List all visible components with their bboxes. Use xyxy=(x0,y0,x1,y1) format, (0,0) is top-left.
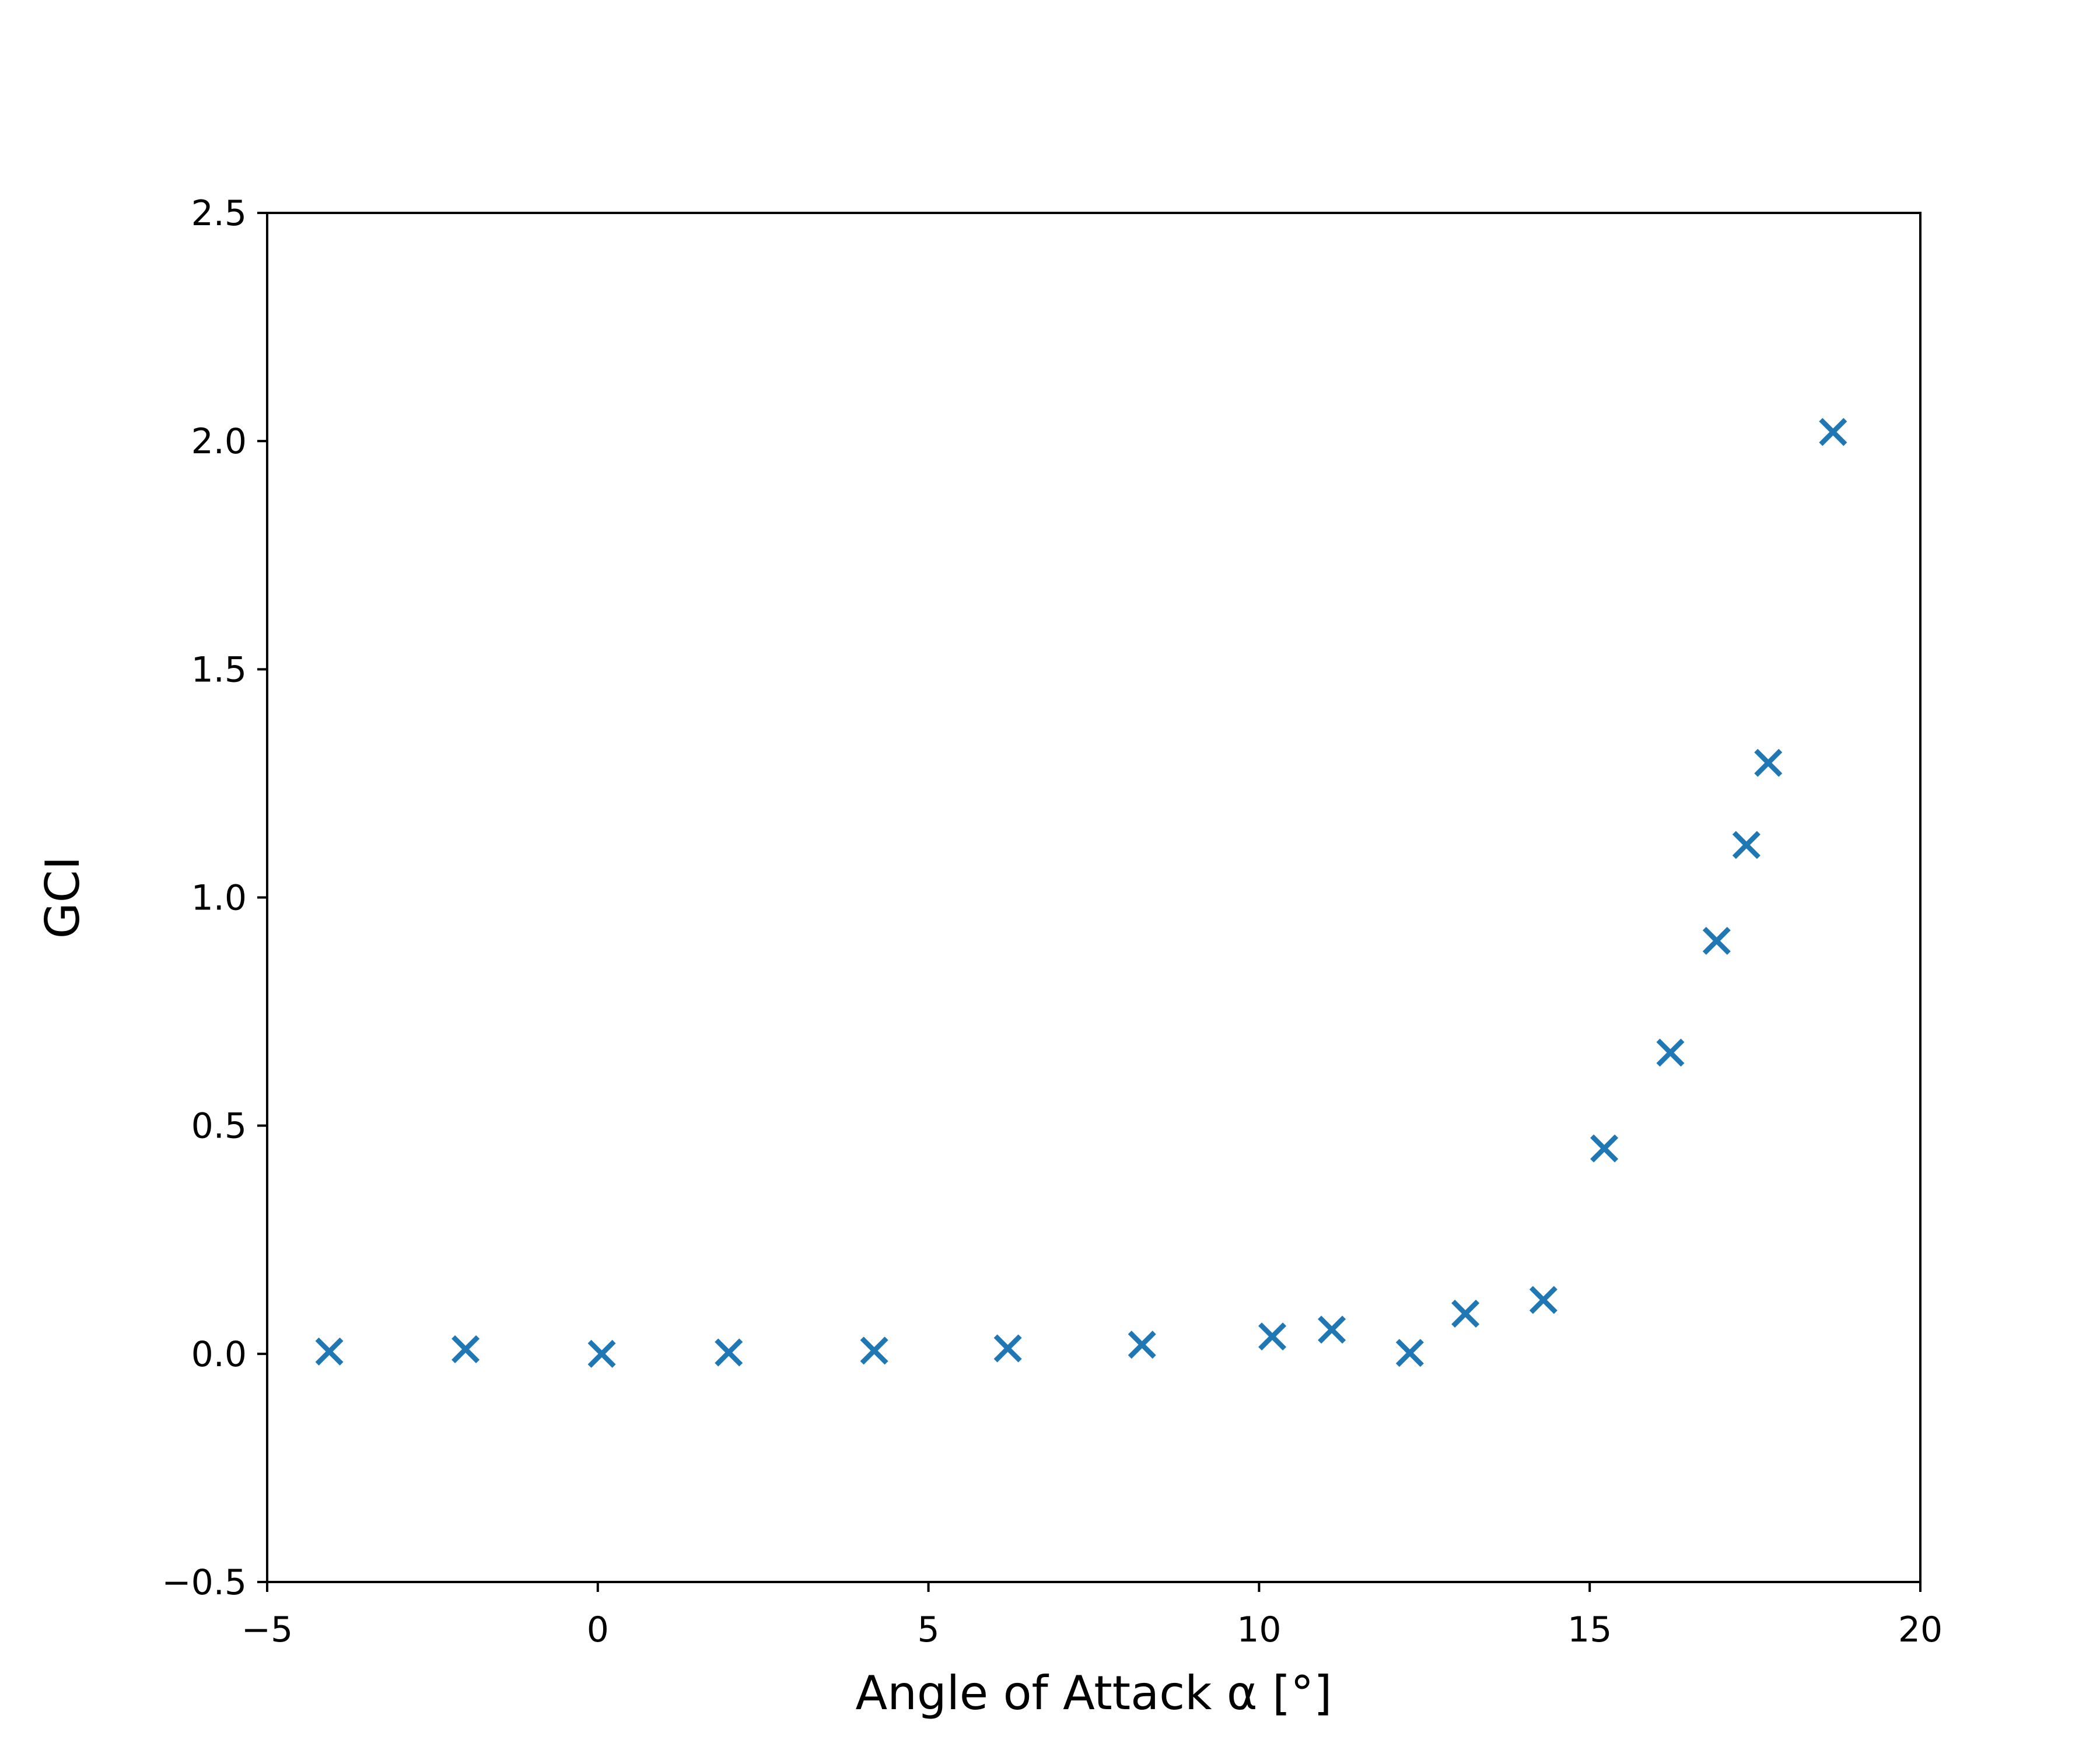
data-point-stroke xyxy=(1656,1038,1685,1067)
data-point xyxy=(1529,1286,1558,1314)
y-tick-label: 2.5 xyxy=(191,193,247,234)
data-point-stroke xyxy=(1819,418,1847,446)
y-tick-label: 1.0 xyxy=(191,878,247,919)
data-point xyxy=(1395,1339,1424,1367)
data-point-stroke xyxy=(860,1336,888,1365)
y-tick-label: 0.0 xyxy=(191,1334,247,1375)
x-axis-label: Angle of Attack α [°] xyxy=(855,1666,1332,1720)
x-tick-label: 20 xyxy=(1898,1609,1943,1650)
data-point-stroke xyxy=(1732,831,1760,859)
x-axis: −5 0 5 10 15 20 xyxy=(242,1582,1943,1650)
data-point xyxy=(1754,748,1783,777)
x-tick-label: 10 xyxy=(1237,1609,1281,1650)
y-tick-label: 2.0 xyxy=(191,421,247,462)
data-point xyxy=(1451,1299,1480,1328)
data-point xyxy=(1318,1315,1346,1344)
data-point xyxy=(993,1334,1022,1363)
y-tick-label: −0.5 xyxy=(162,1562,247,1603)
data-point-stroke xyxy=(587,1339,616,1368)
data-point xyxy=(1702,926,1731,955)
data-point xyxy=(315,1337,344,1366)
data-point-stroke xyxy=(315,1337,344,1366)
data-point xyxy=(1590,1134,1619,1163)
data-point xyxy=(1732,831,1760,859)
data-point xyxy=(452,1335,480,1364)
y-axis: −0.5 0.0 0.5 1.0 1.5 2.0 2.5 xyxy=(162,193,267,1603)
data-point xyxy=(860,1336,888,1365)
y-tick-label: 1.5 xyxy=(191,649,247,690)
data-point xyxy=(1258,1322,1287,1351)
data-point xyxy=(1656,1038,1685,1067)
data-series xyxy=(315,418,1847,1368)
data-point xyxy=(1819,418,1847,446)
x-tick-label: 0 xyxy=(587,1609,609,1650)
data-point xyxy=(1128,1331,1156,1359)
data-point-stroke xyxy=(1395,1339,1424,1367)
data-point-stroke xyxy=(1529,1286,1558,1314)
y-axis-label: GCI xyxy=(36,856,90,939)
x-tick-label: 15 xyxy=(1567,1609,1612,1650)
data-point-stroke xyxy=(1128,1331,1156,1359)
data-point-stroke xyxy=(993,1334,1022,1363)
data-point-stroke xyxy=(1258,1322,1287,1351)
data-point-stroke xyxy=(1318,1315,1346,1344)
data-point-stroke xyxy=(1702,926,1731,955)
data-point-stroke xyxy=(715,1338,743,1367)
y-tick-label: 0.5 xyxy=(191,1106,247,1147)
data-point-stroke xyxy=(1451,1299,1480,1328)
x-tick-label: 5 xyxy=(918,1609,940,1650)
data-point xyxy=(587,1339,616,1368)
data-point-stroke xyxy=(1590,1134,1619,1163)
data-point-stroke xyxy=(1754,748,1783,777)
data-point xyxy=(715,1338,743,1367)
data-point-stroke xyxy=(452,1335,480,1364)
x-tick-label: −5 xyxy=(242,1609,293,1650)
